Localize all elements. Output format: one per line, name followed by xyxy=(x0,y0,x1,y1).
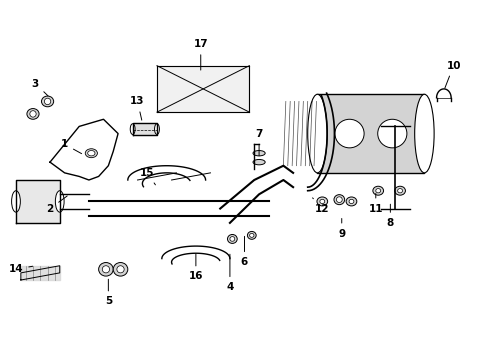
Text: 17: 17 xyxy=(193,39,207,70)
Ellipse shape xyxy=(12,191,20,212)
Ellipse shape xyxy=(87,150,95,156)
Text: 1: 1 xyxy=(61,139,81,154)
Ellipse shape xyxy=(397,189,402,193)
Bar xyxy=(317,94,424,173)
Ellipse shape xyxy=(346,197,356,206)
Ellipse shape xyxy=(336,197,342,203)
Polygon shape xyxy=(16,180,60,223)
Ellipse shape xyxy=(154,124,159,134)
Text: 3: 3 xyxy=(32,78,48,96)
Ellipse shape xyxy=(27,109,39,119)
Text: 16: 16 xyxy=(188,254,203,282)
Text: 12: 12 xyxy=(312,198,329,213)
Text: 6: 6 xyxy=(241,237,247,267)
Text: 9: 9 xyxy=(338,219,345,239)
Text: 4: 4 xyxy=(226,254,233,292)
Ellipse shape xyxy=(130,124,135,134)
Ellipse shape xyxy=(394,186,405,195)
Ellipse shape xyxy=(334,119,364,148)
Text: 10: 10 xyxy=(444,61,460,88)
Ellipse shape xyxy=(44,98,51,105)
Ellipse shape xyxy=(333,195,344,204)
Ellipse shape xyxy=(227,234,237,243)
Ellipse shape xyxy=(113,262,127,276)
Ellipse shape xyxy=(229,237,234,241)
Ellipse shape xyxy=(117,266,124,273)
Ellipse shape xyxy=(30,111,36,117)
Ellipse shape xyxy=(102,266,109,273)
Ellipse shape xyxy=(252,159,264,165)
Ellipse shape xyxy=(377,119,406,148)
Text: 14: 14 xyxy=(9,264,33,274)
Ellipse shape xyxy=(348,199,353,203)
Text: 13: 13 xyxy=(130,96,144,120)
Text: 5: 5 xyxy=(104,279,112,306)
Text: 2: 2 xyxy=(46,196,67,213)
Bar xyxy=(157,66,249,112)
Ellipse shape xyxy=(319,199,324,203)
Ellipse shape xyxy=(414,94,433,173)
Ellipse shape xyxy=(307,94,326,173)
Text: 11: 11 xyxy=(368,193,382,213)
Text: 7: 7 xyxy=(255,129,262,156)
Ellipse shape xyxy=(249,233,253,237)
Ellipse shape xyxy=(41,96,54,107)
Text: 15: 15 xyxy=(140,168,155,185)
Ellipse shape xyxy=(252,150,264,156)
Ellipse shape xyxy=(85,149,97,158)
Ellipse shape xyxy=(99,262,113,276)
Ellipse shape xyxy=(372,186,383,195)
Polygon shape xyxy=(132,123,157,135)
Text: 8: 8 xyxy=(386,204,393,228)
Ellipse shape xyxy=(247,231,256,239)
Ellipse shape xyxy=(55,191,64,212)
Ellipse shape xyxy=(316,197,327,206)
Ellipse shape xyxy=(375,189,380,193)
